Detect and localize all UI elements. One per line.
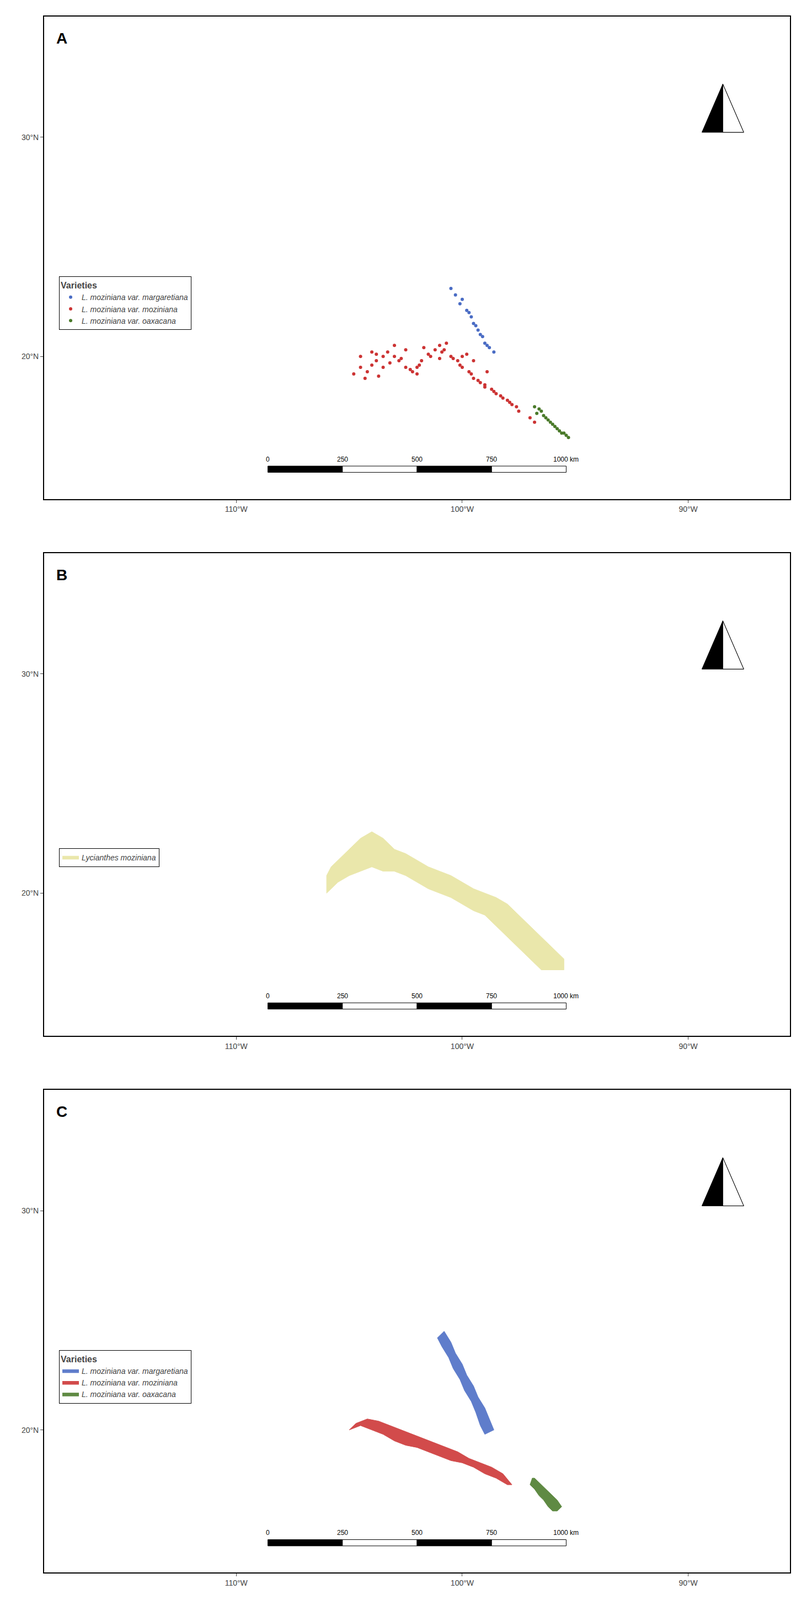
svg-text:500: 500 [411,1529,423,1537]
svg-text:750: 750 [485,455,498,464]
svg-text:1000 km: 1000 km [553,992,579,1001]
svg-text:100°W: 100°W [450,1042,475,1051]
svg-text:20°N: 20°N [21,1425,39,1435]
svg-text:Lycianthes moziniana: Lycianthes moziniana [81,853,157,863]
svg-text:1000 km: 1000 km [553,1529,579,1537]
svg-text:Varieties: Varieties [60,280,98,291]
svg-text:L. moziniana var. oaxacana: L. moziniana var. oaxacana [81,316,176,326]
svg-text:750: 750 [485,992,498,1001]
svg-text:L. moziniana var. oaxacana: L. moziniana var. oaxacana [81,1390,176,1399]
svg-text:C: C [56,1103,68,1121]
svg-text:L. moziniana var. moziniana: L. moziniana var. moziniana [81,1378,178,1388]
svg-text:B: B [56,566,68,584]
svg-text:0: 0 [265,992,270,1001]
svg-text:30°N: 30°N [21,1206,39,1216]
svg-text:750: 750 [485,1529,498,1537]
svg-text:30°N: 30°N [21,669,39,679]
svg-text:250: 250 [337,992,349,1001]
svg-text:500: 500 [411,455,423,464]
svg-text:Varieties: Varieties [60,1354,98,1365]
svg-text:L. moziniana var. moziniana: L. moziniana var. moziniana [81,304,178,314]
svg-text:250: 250 [337,1529,349,1537]
svg-text:1000 km: 1000 km [553,455,579,464]
svg-text:0: 0 [265,455,270,464]
svg-text:0: 0 [265,1529,270,1537]
svg-text:100°W: 100°W [450,1578,475,1588]
svg-text:90°W: 90°W [678,1578,698,1588]
svg-text:110°W: 110°W [225,1042,249,1051]
svg-text:100°W: 100°W [450,504,475,514]
svg-text:90°W: 90°W [678,1042,698,1051]
svg-text:500: 500 [411,992,423,1001]
svg-text:L. moziniana var. margaretiana: L. moziniana var. margaretiana [81,292,189,302]
svg-text:250: 250 [337,455,349,464]
svg-text:110°W: 110°W [225,504,249,514]
svg-text:110°W: 110°W [225,1578,249,1588]
svg-text:A: A [56,29,68,47]
svg-text:30°N: 30°N [21,132,39,142]
svg-text:90°W: 90°W [678,504,698,514]
svg-text:20°N: 20°N [21,351,39,361]
svg-text:L. moziniana var. margaretiana: L. moziniana var. margaretiana [81,1366,189,1376]
svg-text:20°N: 20°N [21,888,39,898]
